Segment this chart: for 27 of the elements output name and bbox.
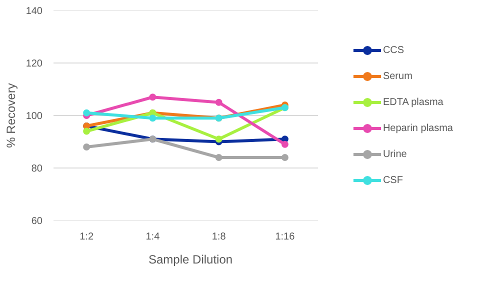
y-tick-label: 100 xyxy=(26,111,43,122)
y-tick-label: 140 xyxy=(26,6,43,17)
point xyxy=(281,154,288,161)
legend-label: Serum xyxy=(382,70,412,82)
point xyxy=(215,98,222,106)
legend-label: CSF xyxy=(382,174,403,186)
legend-label: CCS xyxy=(382,44,404,56)
x-tick-label: 1:16 xyxy=(275,232,296,242)
x-tick-label: 1:2 xyxy=(80,232,94,242)
legend-label: Heparin plasma xyxy=(382,122,453,134)
point xyxy=(215,154,222,161)
y-tick-label: 80 xyxy=(31,164,43,174)
legend-label: EDTA plasma xyxy=(382,96,444,108)
point xyxy=(281,140,288,148)
point xyxy=(149,94,156,101)
legend-label: Urine xyxy=(382,148,407,160)
point xyxy=(149,114,156,122)
y-axis-title: % Recovery xyxy=(4,83,18,148)
y-tick-label: 60 xyxy=(31,216,43,227)
y-tick-label: 120 xyxy=(26,58,43,70)
point xyxy=(83,109,90,116)
point xyxy=(83,144,90,150)
x-axis-title: Sample Dilution xyxy=(148,252,233,266)
x-tick-label: 1:4 xyxy=(146,232,160,242)
point xyxy=(83,128,90,135)
x-tick-label: 1:8 xyxy=(212,232,226,242)
point xyxy=(215,136,222,143)
